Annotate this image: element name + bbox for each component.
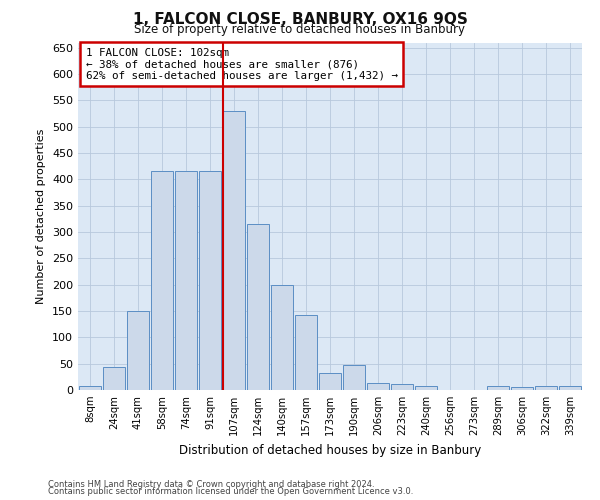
Bar [343,366,365,390]
Bar [127,311,149,390]
Bar [319,372,341,390]
Y-axis label: Number of detached properties: Number of detached properties [37,128,46,304]
Bar [487,386,509,390]
X-axis label: Distribution of detached houses by size in Banbury: Distribution of detached houses by size … [179,444,481,456]
Text: 1 FALCON CLOSE: 102sqm
← 38% of detached houses are smaller (876)
62% of semi-de: 1 FALCON CLOSE: 102sqm ← 38% of detached… [86,48,398,81]
Text: Contains public sector information licensed under the Open Government Licence v3: Contains public sector information licen… [48,487,413,496]
Bar [415,386,437,390]
Bar [175,172,197,390]
Bar [271,284,293,390]
Bar [511,388,533,390]
Text: Size of property relative to detached houses in Banbury: Size of property relative to detached ho… [134,22,466,36]
Bar [103,367,125,390]
Bar [247,224,269,390]
Bar [535,386,557,390]
Text: Contains HM Land Registry data © Crown copyright and database right 2024.: Contains HM Land Registry data © Crown c… [48,480,374,489]
Bar [367,382,389,390]
Bar [199,172,221,390]
Text: 1, FALCON CLOSE, BANBURY, OX16 9QS: 1, FALCON CLOSE, BANBURY, OX16 9QS [133,12,467,28]
Bar [295,315,317,390]
Bar [391,384,413,390]
Bar [79,386,101,390]
Bar [559,386,581,390]
Bar [223,111,245,390]
Bar [151,172,173,390]
